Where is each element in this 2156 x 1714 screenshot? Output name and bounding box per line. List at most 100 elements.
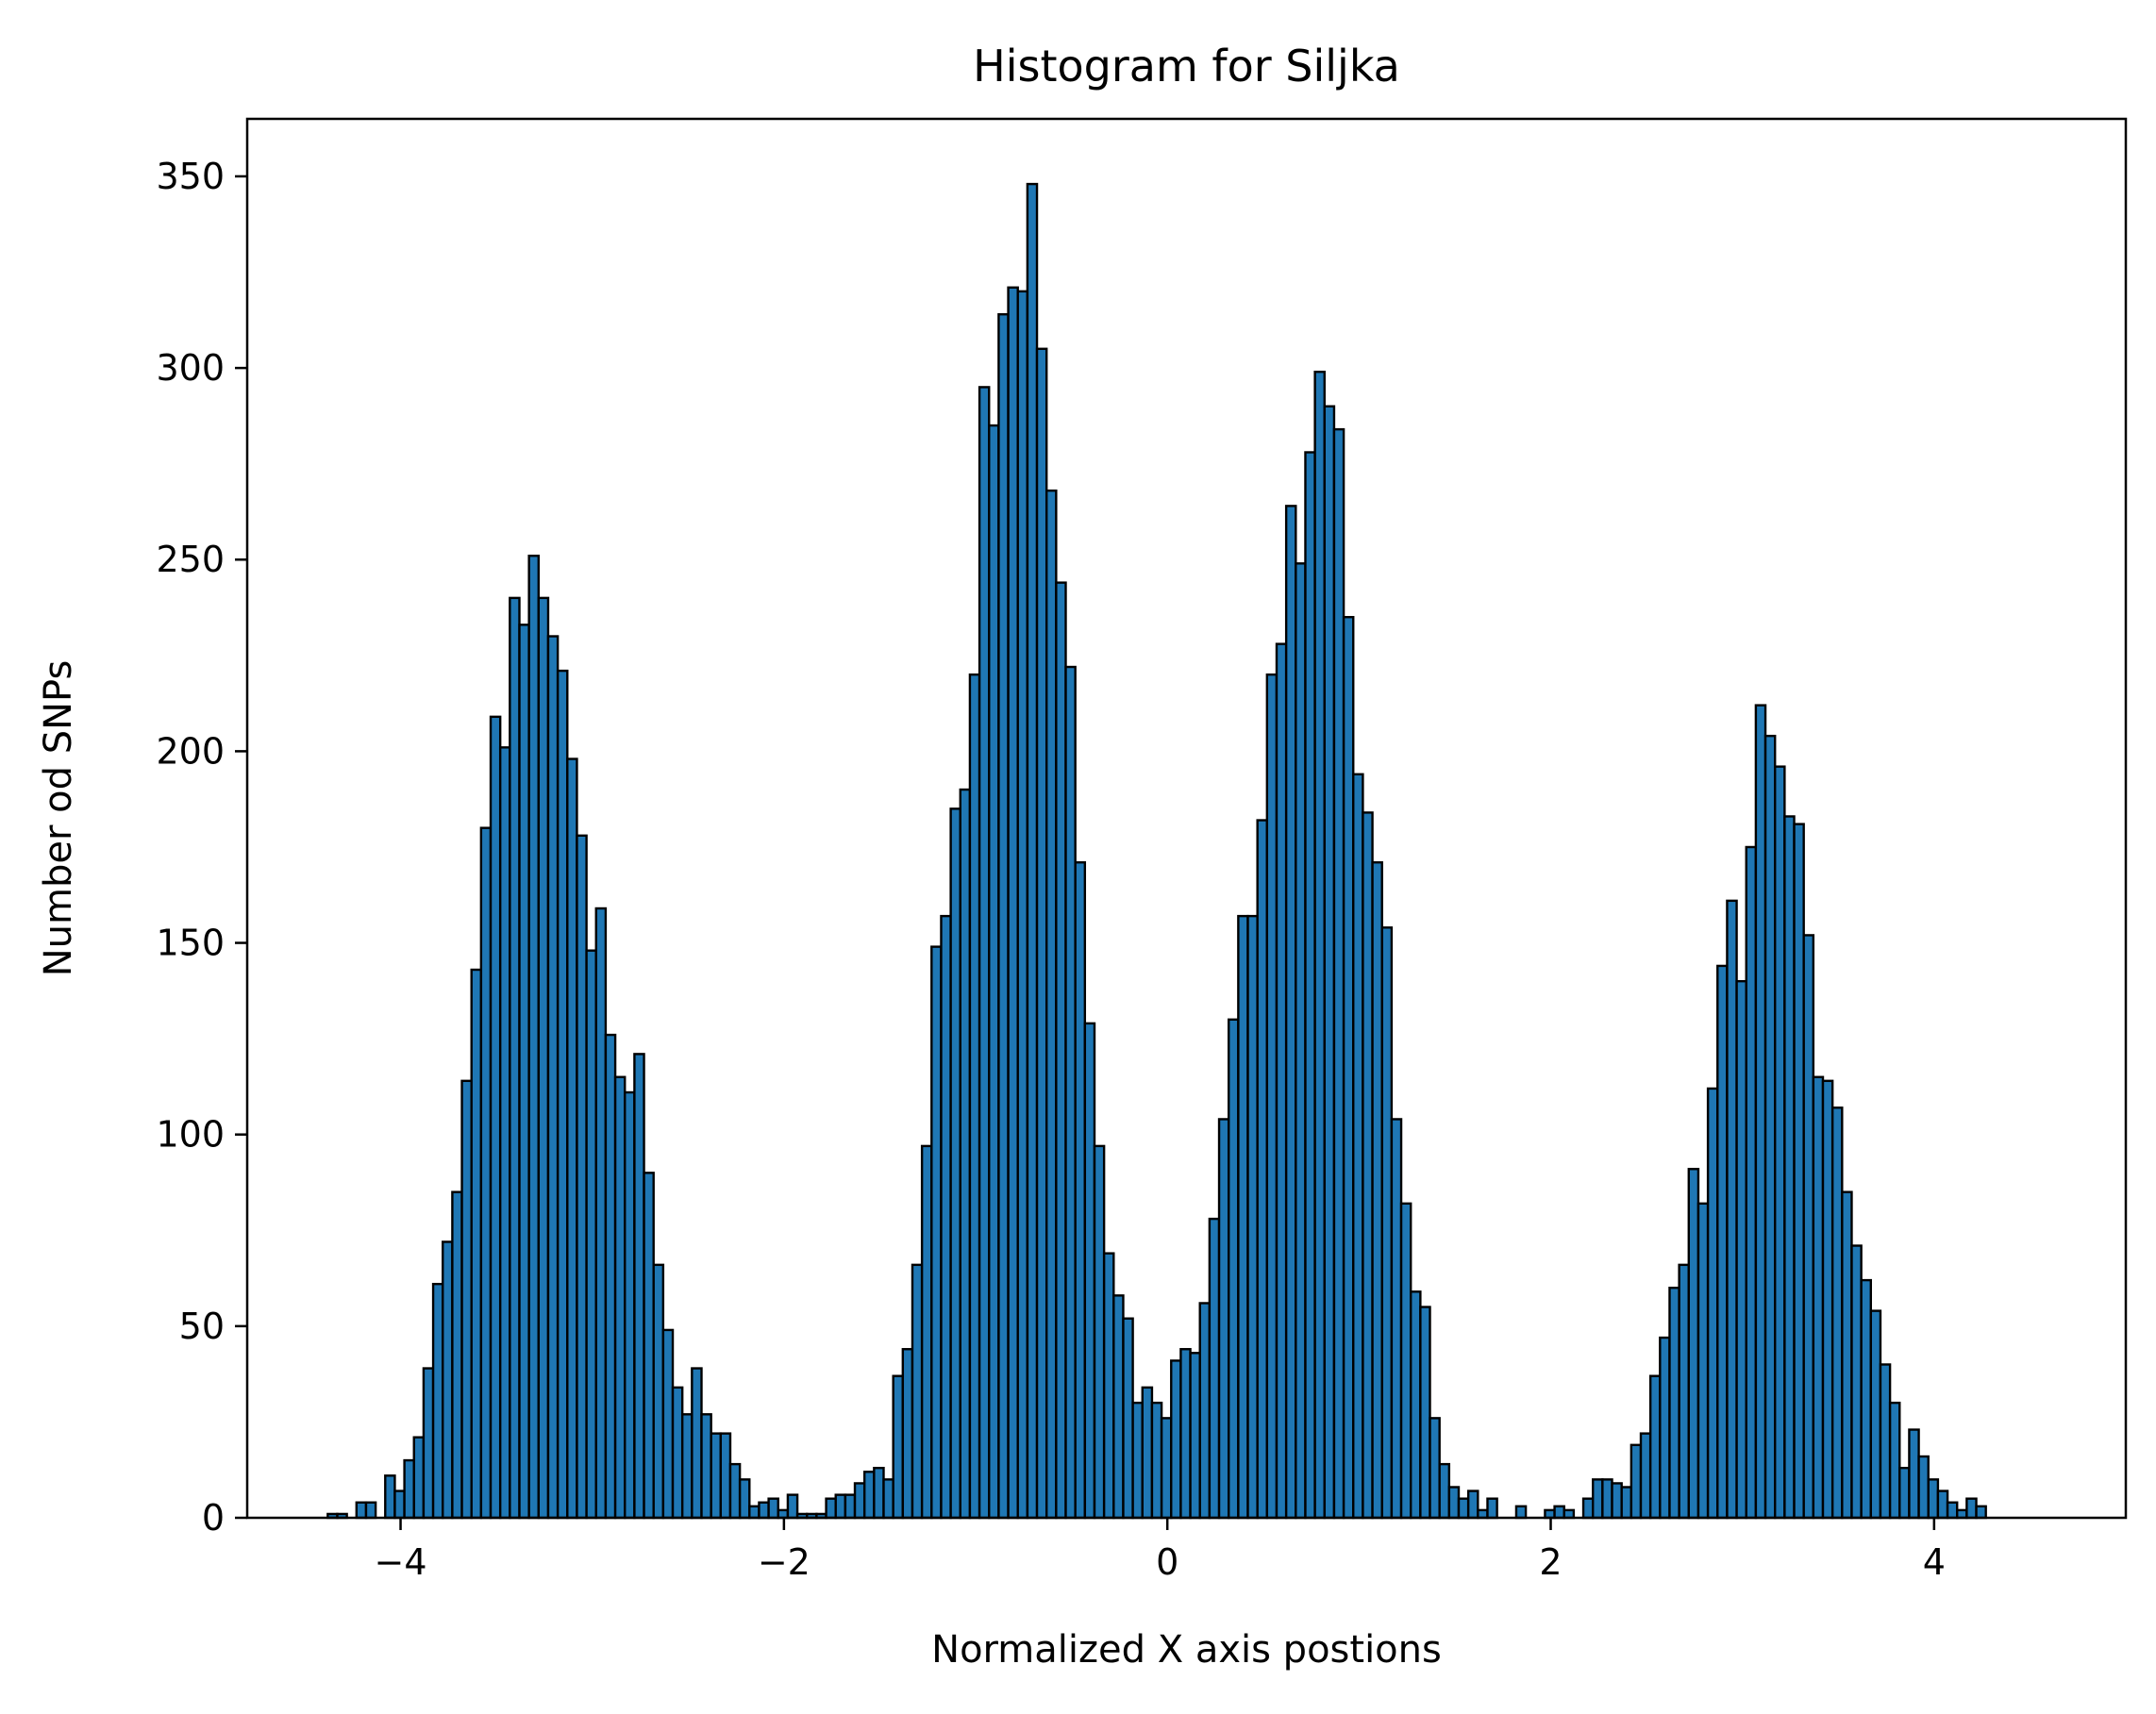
histogram-bar <box>911 1263 924 1520</box>
histogram-bar <box>1284 505 1297 1520</box>
histogram-bar <box>431 1282 444 1520</box>
histogram-bar <box>624 1090 636 1520</box>
histogram-bar <box>1026 182 1039 1520</box>
histogram-bar <box>1486 1497 1498 1520</box>
x-axis-title: Normalized X axis postions <box>931 1628 1442 1672</box>
histogram-bar <box>1611 1482 1623 1520</box>
histogram-bar <box>710 1432 723 1520</box>
histogram-bar <box>853 1482 866 1520</box>
histogram-bar <box>1793 823 1805 1520</box>
plot-frame <box>245 117 2128 1520</box>
histogram-bar <box>489 715 502 1520</box>
histogram-bar <box>1466 1489 1479 1520</box>
histogram-bar <box>959 788 972 1520</box>
histogram-bar <box>1850 1244 1863 1520</box>
histogram-bar <box>1726 899 1738 1520</box>
histogram-bar <box>1064 665 1077 1520</box>
x-tick-label: 0 <box>1156 1541 1178 1583</box>
histogram-bar <box>1841 1190 1853 1520</box>
histogram-bar <box>1927 1478 1940 1520</box>
histogram-bar <box>1256 819 1269 1520</box>
histogram-bar <box>403 1458 415 1520</box>
histogram-bar <box>1745 845 1758 1520</box>
histogram-bar <box>537 596 550 1520</box>
histogram-bar <box>460 1079 473 1520</box>
histogram-bar <box>1122 1317 1134 1520</box>
y-tick-label: 50 <box>179 1306 225 1347</box>
histogram-bar <box>1946 1501 1959 1520</box>
histogram-bar <box>1908 1428 1920 1520</box>
histogram-bar <box>691 1367 703 1520</box>
y-axis-title: Number od SNPs <box>37 660 80 977</box>
histogram-bar <box>786 1493 799 1520</box>
histogram-bar <box>661 1328 675 1520</box>
histogram-bar <box>1553 1505 1565 1520</box>
histogram-bar <box>1975 1505 1987 1520</box>
histogram-bar <box>1055 581 1067 1520</box>
histogram-bar <box>1170 1359 1182 1520</box>
histogram-bar <box>700 1413 712 1520</box>
histogram-bar <box>940 914 952 1520</box>
x-tick-label: −2 <box>758 1541 811 1583</box>
histogram-bar <box>758 1501 770 1520</box>
histogram-bar <box>1035 347 1048 1520</box>
histogram-bar <box>1447 1486 1461 1520</box>
histogram-bar <box>901 1348 914 1520</box>
histogram-bar <box>498 746 511 1520</box>
histogram-bar <box>1083 1022 1096 1520</box>
histogram-bar <box>566 757 578 1520</box>
histogram-bar <box>1265 673 1279 1520</box>
histogram-bar <box>1687 1168 1700 1520</box>
histogram-bar <box>1514 1505 1528 1520</box>
histogram-bar <box>834 1493 847 1520</box>
histogram-bar <box>364 1501 377 1520</box>
y-tick-label: 0 <box>202 1497 225 1539</box>
histogram-bar <box>680 1413 694 1520</box>
histogram-bar <box>1313 370 1326 1520</box>
histogram-bar <box>470 968 483 1520</box>
histogram-bar <box>527 554 541 1520</box>
histogram-bar <box>1620 1486 1633 1520</box>
histogram-bar <box>442 1240 454 1520</box>
histogram-bar <box>1879 1363 1892 1520</box>
histogram-bar <box>1160 1417 1173 1520</box>
chart-title: Histogram for Siljka <box>973 41 1400 92</box>
histogram-bar <box>1332 427 1345 1520</box>
histogram-bar <box>613 1075 627 1520</box>
histogram-bar <box>1581 1497 1595 1520</box>
histogram-bar <box>1323 405 1336 1520</box>
histogram-bar <box>1150 1401 1163 1520</box>
histogram-bar <box>1869 1309 1882 1520</box>
x-tick-label: 2 <box>1539 1541 1562 1583</box>
histogram-bar <box>546 635 560 1520</box>
histogram-bar <box>1774 765 1786 1520</box>
histogram-bar <box>1860 1278 1872 1520</box>
histogram-bar <box>1410 1290 1422 1520</box>
histogram-bar <box>1208 1217 1221 1520</box>
histogram-bar <box>1754 704 1767 1520</box>
histogram-bar <box>451 1190 463 1520</box>
histogram-bar <box>1016 290 1029 1520</box>
histogram-bar <box>1639 1432 1652 1520</box>
histogram-bar <box>1362 811 1374 1520</box>
histogram-bar <box>412 1436 426 1520</box>
histogram-bar <box>949 807 961 1520</box>
histogram-bar <box>1678 1263 1690 1520</box>
histogram-bar <box>728 1462 742 1520</box>
histogram-bar <box>1429 1417 1441 1520</box>
histogram-bar <box>1601 1478 1613 1520</box>
histogram-bar <box>1830 1107 1844 1520</box>
histogram-bar <box>585 949 597 1520</box>
histogram-bar <box>1045 489 1058 1520</box>
histogram-bar <box>1457 1497 1470 1520</box>
histogram-bar <box>1189 1352 1201 1520</box>
histogram-bar <box>978 386 991 1520</box>
histogram-bar <box>892 1374 905 1520</box>
histogram-bar <box>738 1478 751 1520</box>
histogram-bar <box>594 907 608 1520</box>
histogram-bar <box>1936 1489 1949 1520</box>
histogram-bar <box>1438 1462 1451 1520</box>
histogram-bar <box>1735 979 1747 1520</box>
histogram-bar <box>509 596 521 1520</box>
